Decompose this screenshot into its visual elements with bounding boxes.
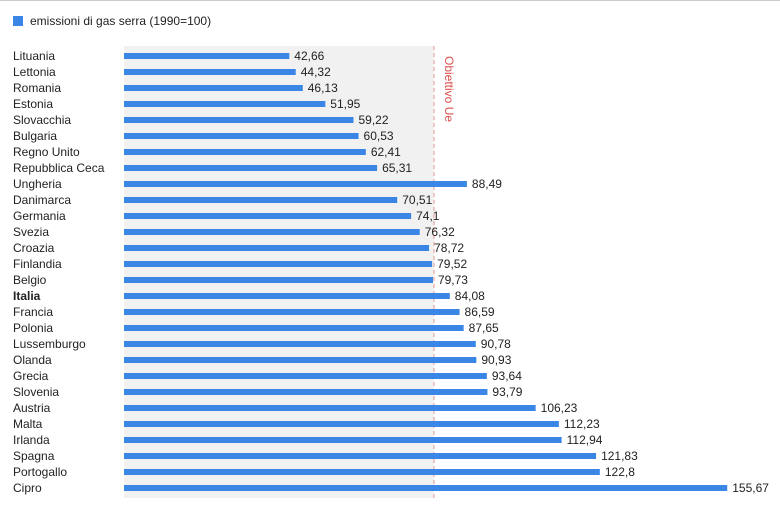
value-label: 87,65 [469, 321, 499, 335]
category-label: Cipro [13, 481, 42, 495]
category-label: Spagna [13, 449, 55, 463]
category-label: Malta [13, 417, 43, 431]
bar [124, 69, 296, 75]
value-label: 70,51 [402, 193, 432, 207]
legend-swatch [13, 16, 23, 26]
bar [124, 261, 433, 267]
category-label: Francia [13, 305, 53, 319]
bar [124, 293, 450, 299]
bar [124, 181, 467, 187]
category-label: Croazia [13, 241, 55, 255]
bar [124, 309, 460, 315]
value-label: 121,83 [601, 449, 638, 463]
bar [124, 197, 398, 203]
value-label: 65,31 [382, 161, 412, 175]
category-label: Irlanda [13, 433, 50, 447]
value-label: 93,79 [492, 385, 522, 399]
category-label: Italia [13, 289, 41, 303]
value-label: 93,64 [492, 369, 522, 383]
bar [124, 485, 728, 491]
bar [124, 437, 562, 443]
category-label: Lettonia [13, 65, 56, 79]
value-label: 106,23 [541, 401, 578, 415]
category-label: Grecia [13, 369, 49, 383]
value-label: 79,73 [438, 273, 468, 287]
category-label: Danimarca [13, 193, 71, 207]
bar [124, 421, 559, 427]
value-label: 46,13 [308, 81, 338, 95]
value-label: 90,78 [481, 337, 511, 351]
category-label: Lussemburgo [13, 337, 86, 351]
value-label: 78,72 [434, 241, 464, 255]
bar [124, 277, 433, 283]
bar [124, 149, 366, 155]
category-label: Portogallo [13, 465, 67, 479]
category-label: Romania [13, 81, 61, 95]
bar [124, 101, 326, 107]
value-label: 51,95 [330, 97, 360, 111]
category-label: Repubblica Ceca [13, 161, 105, 175]
value-label: 88,49 [472, 177, 502, 191]
category-label: Slovenia [13, 385, 59, 399]
category-label: Germania [13, 209, 66, 223]
category-label: Lituania [13, 49, 55, 63]
bar [124, 229, 420, 235]
category-label: Ungheria [13, 177, 62, 191]
value-label: 112,23 [564, 417, 600, 431]
legend-label: emissioni di gas serra (1990=100) [30, 14, 211, 28]
value-label: 59,22 [358, 113, 388, 127]
category-label: Olanda [13, 353, 52, 367]
bar [124, 85, 303, 91]
value-label: 84,08 [455, 289, 485, 303]
value-label: 42,66 [294, 49, 324, 63]
bar [124, 165, 378, 171]
value-label: 90,93 [481, 353, 511, 367]
bar [124, 389, 488, 395]
value-label: 62,41 [371, 145, 401, 159]
value-label: 76,32 [425, 225, 455, 239]
category-label: Estonia [13, 97, 53, 111]
value-label: 60,53 [364, 129, 394, 143]
bar [124, 245, 430, 251]
value-label: 155,67 [732, 481, 769, 495]
bar [124, 357, 477, 363]
category-label: Polonia [13, 321, 53, 335]
bar [124, 453, 597, 459]
reference-label: Obiettivo Ue [442, 56, 456, 122]
category-label: Austria [13, 401, 51, 415]
category-label: Bulgaria [13, 129, 57, 143]
value-label: 122,8 [605, 465, 635, 479]
value-label: 86,59 [465, 305, 495, 319]
bar [124, 53, 290, 59]
bar [124, 341, 476, 347]
bar [124, 213, 412, 219]
category-label: Belgio [13, 273, 47, 287]
bar [124, 405, 536, 411]
bar [124, 133, 359, 139]
bar [124, 325, 464, 331]
bar [124, 117, 354, 123]
value-label: 112,94 [567, 433, 603, 447]
category-label: Slovacchia [13, 113, 71, 127]
value-label: 74,1 [416, 209, 440, 223]
value-label: 79,52 [437, 257, 467, 271]
category-label: Regno Unito [13, 145, 80, 159]
value-label: 44,32 [301, 65, 331, 79]
bar [124, 373, 487, 379]
bar [124, 469, 600, 475]
category-label: Finlandia [13, 257, 62, 271]
category-label: Svezia [13, 225, 49, 239]
